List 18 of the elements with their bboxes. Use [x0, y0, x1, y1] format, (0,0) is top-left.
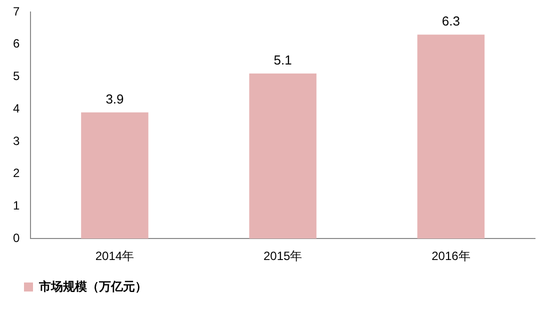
bar: [249, 74, 316, 239]
y-tick-label: 4: [12, 101, 20, 116]
x-tick-label: 2015年: [263, 249, 302, 264]
legend-label: 市场规模（万亿元）: [38, 279, 147, 294]
y-tick-label: 1: [12, 198, 20, 213]
data-label: 5.1: [274, 52, 292, 68]
y-tick-label: 5: [12, 69, 20, 84]
x-tick-label: 2016年: [432, 249, 470, 264]
y-tick-label: 0: [12, 230, 20, 245]
y-tick-label: 3: [12, 134, 20, 148]
bar: [417, 34, 485, 239]
y-tick-label: 2: [12, 166, 20, 180]
bar: [81, 112, 148, 239]
y-tick-label: 7: [12, 4, 20, 18]
data-label: 6.3: [442, 14, 460, 29]
data-label: 3.9: [106, 91, 124, 106]
y-tick-label: 6: [12, 36, 20, 51]
x-tick-label: 2014年: [95, 249, 134, 264]
